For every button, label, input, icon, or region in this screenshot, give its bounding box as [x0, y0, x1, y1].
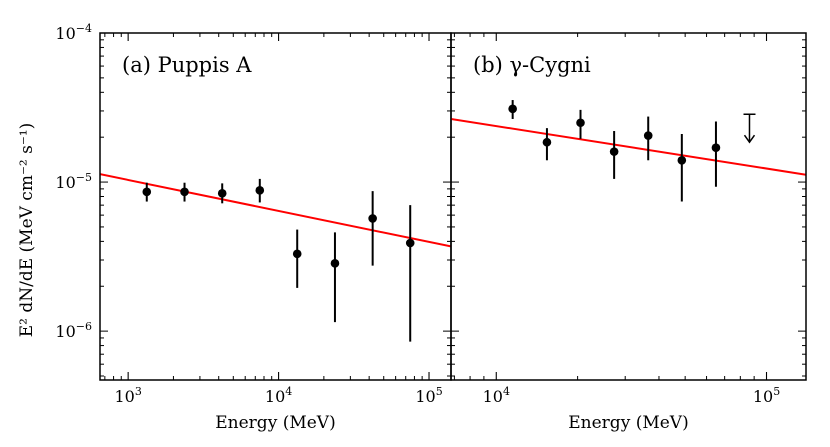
data-point: [405, 238, 415, 248]
data-point: [508, 104, 517, 114]
data-point: [142, 187, 152, 197]
x-tick-label: 104: [265, 385, 292, 406]
x-tick-label: 103: [114, 385, 141, 406]
panel-title: (b) γ-Cygni: [473, 53, 591, 77]
data-point: [292, 249, 302, 259]
y-tick-label: 10−6: [55, 320, 92, 341]
data-point: [368, 214, 377, 223]
data-point: [643, 131, 653, 140]
plot-frame: [450, 32, 807, 381]
x-tick-label: 104: [483, 385, 510, 406]
x-tick-label: 105: [753, 385, 780, 406]
model-line: [451, 117, 806, 176]
data-point: [576, 118, 585, 128]
data-point: [217, 189, 227, 198]
data-point: [711, 143, 721, 153]
y-tick-label: 10−5: [55, 171, 92, 192]
data-point: [255, 186, 265, 195]
upper-limit-arrow: [743, 134, 756, 144]
panel-b: 104 105 (b) γ-Cygni Energy (MeV): [450, 32, 807, 433]
panel-title: (a) Puppis A: [122, 53, 252, 77]
y-axis-label: E² dN/dE (MeV cm⁻² s⁻¹): [17, 123, 37, 338]
x-axis-label: Energy (MeV): [568, 413, 688, 433]
data-point: [180, 187, 189, 197]
data-point: [330, 259, 340, 268]
x-axis-label: Energy (MeV): [215, 413, 335, 433]
data-point: [677, 155, 687, 165]
data-point: [542, 137, 552, 147]
data-point: [609, 147, 619, 156]
model-line: [100, 173, 451, 248]
x-tick-label: 105: [415, 385, 442, 406]
y-tick-label: 10−4: [55, 22, 92, 43]
